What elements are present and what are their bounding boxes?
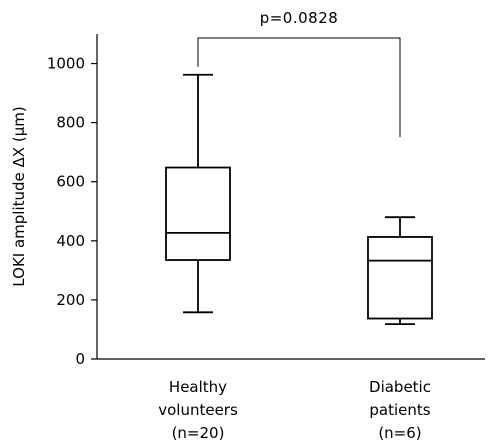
axes: 0 200 400 600 800 1000 xyxy=(47,34,485,368)
box-2 xyxy=(367,216,433,326)
category-label-line: patients xyxy=(369,401,430,419)
significance-bracket: p=0.0828 xyxy=(197,9,401,138)
y-axis-label: LOKI amplitude ΔX (μm) xyxy=(10,106,28,286)
y-tick-label: 600 xyxy=(56,173,85,191)
y-ticks: 0 200 400 600 800 1000 xyxy=(47,55,97,368)
category-label-line: volunteers xyxy=(158,401,238,419)
category-label-line: (n=6) xyxy=(378,424,421,442)
box-1 xyxy=(165,73,231,314)
y-tick-label: 800 xyxy=(56,114,85,132)
p-value-label: p=0.0828 xyxy=(260,9,339,27)
category-label-line: Healthy xyxy=(169,378,227,396)
y-tick-label: 400 xyxy=(56,232,85,250)
bracket-line xyxy=(197,37,401,138)
iqr-box xyxy=(165,166,231,261)
category-labels: Healthy volunteers (n=20) Diabetic patients (… xyxy=(158,378,431,442)
iqr-box xyxy=(367,236,433,320)
category-label-line: (n=20) xyxy=(172,424,225,442)
y-tick-label: 0 xyxy=(75,350,85,368)
y-tick-label: 1000 xyxy=(47,55,85,73)
boxes xyxy=(165,73,433,326)
y-tick-label: 200 xyxy=(56,291,85,309)
category-label-line: Diabetic xyxy=(369,378,431,396)
